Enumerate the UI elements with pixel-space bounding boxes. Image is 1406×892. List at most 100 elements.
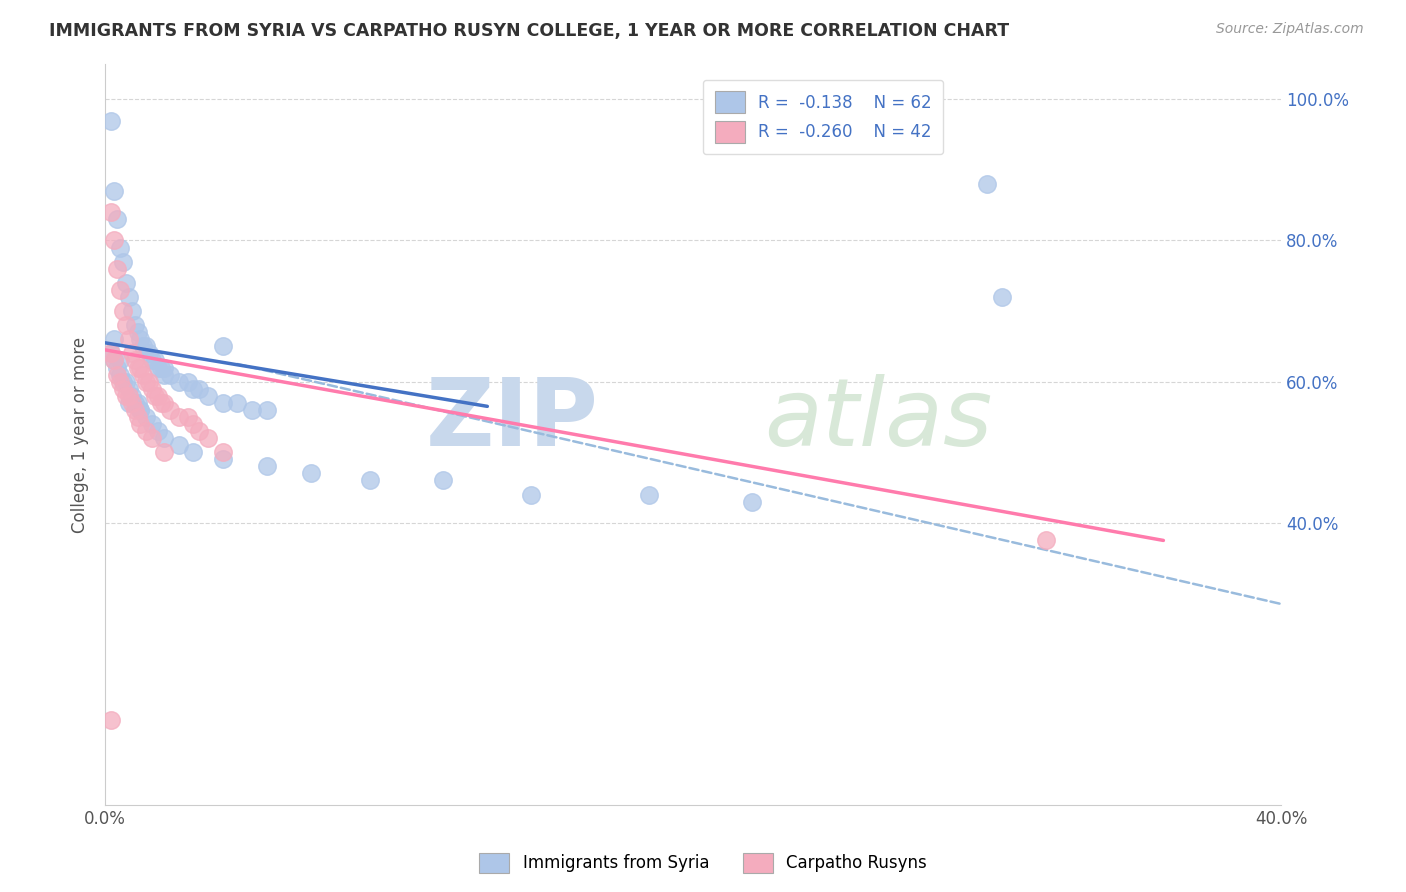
Point [146,424,169,438]
Point [256,402,278,417]
Point [143,389,166,403]
Point [129,417,152,431]
Point [299,467,322,481]
Point [176,375,198,389]
Point [153,368,176,382]
Y-axis label: College, 1 year or more: College, 1 year or more [72,336,89,533]
Point [150,396,173,410]
Point [211,339,233,353]
Point [153,431,176,445]
Point [990,290,1012,304]
Point [135,409,157,424]
Point [159,368,181,382]
Point [100,714,122,728]
Point [127,325,149,339]
Point [167,409,190,424]
Point [132,339,155,353]
Point [129,360,152,375]
Point [138,375,160,389]
Point [111,382,134,396]
Point [638,487,661,501]
Point [108,241,131,255]
Point [121,396,143,410]
Point [118,332,141,346]
Point [432,474,454,488]
Point [114,375,136,389]
Point [105,360,128,375]
Point [141,382,163,396]
Point [118,382,141,396]
Point [129,332,152,346]
Point [103,353,125,368]
Point [167,438,190,452]
Point [105,212,128,227]
Point [124,318,146,333]
Point [141,353,163,368]
Point [108,375,131,389]
Text: ZIP: ZIP [426,374,599,466]
Point [103,353,125,368]
Point [146,360,169,375]
Point [176,409,198,424]
Point [976,177,998,191]
Point [143,353,166,368]
Point [183,382,205,396]
Point [132,368,155,382]
Point [108,283,131,297]
Text: Source: ZipAtlas.com: Source: ZipAtlas.com [1216,22,1364,37]
Point [114,318,136,333]
Point [1035,533,1057,548]
Point [111,304,134,318]
Point [103,234,125,248]
Point [118,290,141,304]
Point [211,396,233,410]
Point [197,431,219,445]
Point [211,445,233,459]
Point [121,304,143,318]
Point [129,402,152,417]
Point [103,332,125,346]
Point [197,389,219,403]
Point [124,402,146,417]
Legend: R =  -0.138    N = 62, R =  -0.260    N = 42: R = -0.138 N = 62, R = -0.260 N = 42 [703,79,943,154]
Point [256,459,278,474]
Point [100,113,122,128]
Point [240,402,263,417]
Point [153,445,176,459]
Point [129,402,152,417]
Point [127,409,149,424]
Point [188,382,211,396]
Point [183,445,205,459]
Point [111,375,134,389]
Point [141,431,163,445]
Point [741,494,763,508]
Point [159,402,181,417]
Point [127,396,149,410]
Point [226,396,249,410]
Point [138,346,160,360]
Point [100,346,122,360]
Point [105,368,128,382]
Point [111,254,134,268]
Point [167,375,190,389]
Legend: Immigrants from Syria, Carpatho Rusyns: Immigrants from Syria, Carpatho Rusyns [472,847,934,880]
Point [183,417,205,431]
Text: IMMIGRANTS FROM SYRIA VS CARPATHO RUSYN COLLEGE, 1 YEAR OR MORE CORRELATION CHAR: IMMIGRANTS FROM SYRIA VS CARPATHO RUSYN … [49,22,1010,40]
Point [150,360,173,375]
Point [105,261,128,276]
Point [153,396,176,410]
Point [118,396,141,410]
Point [121,346,143,360]
Point [188,424,211,438]
Point [100,205,122,219]
Point [135,424,157,438]
Point [141,417,163,431]
Point [100,346,122,360]
Text: atlas: atlas [763,375,991,466]
Point [127,360,149,375]
Point [359,474,381,488]
Point [153,360,176,375]
Point [103,184,125,198]
Point [121,389,143,403]
Point [114,276,136,290]
